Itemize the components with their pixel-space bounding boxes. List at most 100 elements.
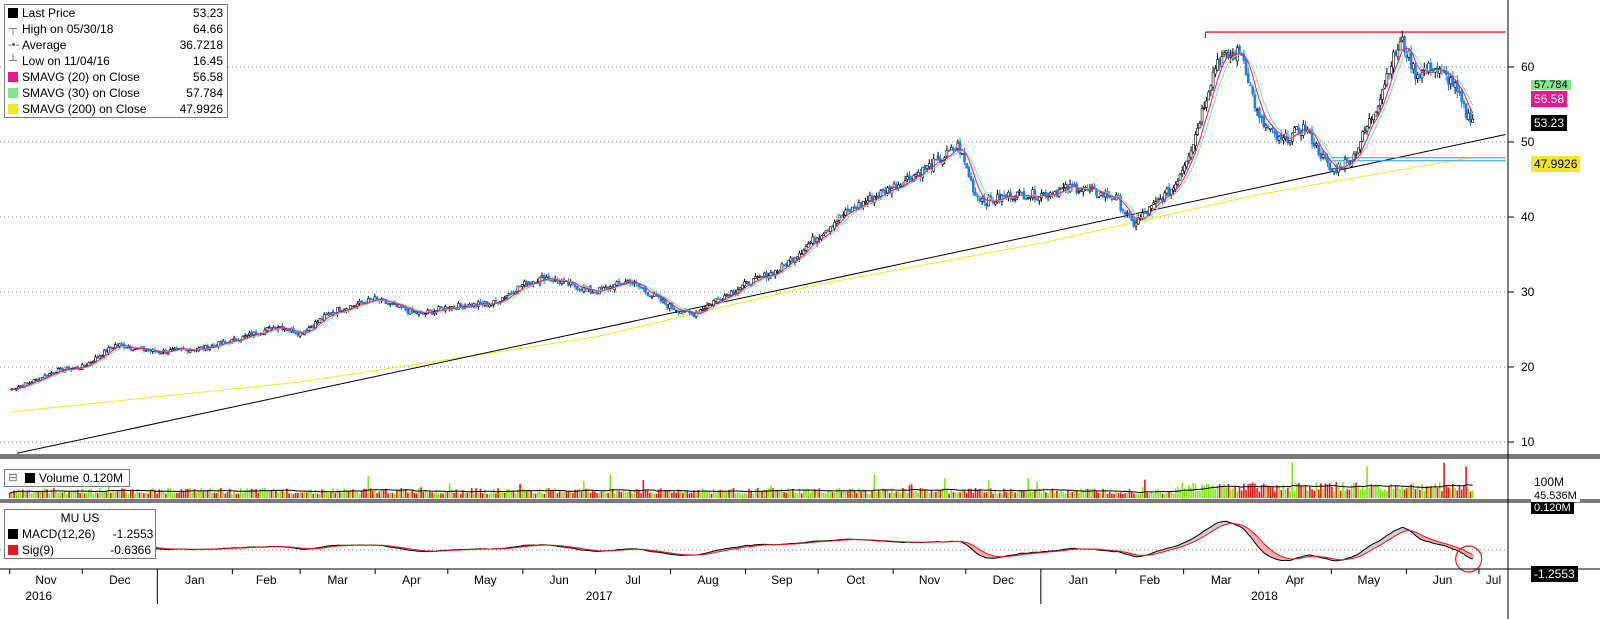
candle-body bbox=[875, 196, 878, 198]
volume-bar bbox=[888, 492, 891, 498]
sma30-line bbox=[9, 50, 1474, 390]
candle-body bbox=[571, 282, 575, 285]
volume-bar bbox=[1302, 486, 1305, 498]
candle-body bbox=[956, 142, 960, 149]
candle-body bbox=[958, 141, 962, 155]
candle-body bbox=[523, 280, 526, 286]
candle-body bbox=[1132, 218, 1136, 227]
volume-bar bbox=[968, 488, 970, 498]
volume-bar bbox=[1148, 492, 1151, 498]
volume-bar bbox=[288, 493, 290, 498]
volume-bar bbox=[349, 490, 352, 498]
candle-body bbox=[173, 347, 176, 350]
candle-body bbox=[113, 344, 117, 349]
volume-bar bbox=[990, 488, 992, 498]
volume-bar bbox=[732, 488, 735, 498]
volume-bar bbox=[525, 491, 528, 498]
volume-bar bbox=[1333, 491, 1335, 498]
volume-bar bbox=[1020, 489, 1023, 498]
candle-body bbox=[1260, 115, 1263, 119]
volume-bar bbox=[1269, 487, 1272, 498]
volume-bar bbox=[319, 493, 321, 498]
candle-body bbox=[144, 349, 148, 352]
volume-bar bbox=[1364, 489, 1366, 498]
candle-body bbox=[743, 281, 746, 287]
volume-bar bbox=[620, 491, 623, 498]
x-month-label: Jul bbox=[1486, 573, 1501, 587]
volume-bar bbox=[1086, 488, 1089, 498]
volume-bar bbox=[567, 491, 570, 498]
price-legend: Last Price 53.23 ┬ High on 05/30/18 64.6… bbox=[4, 4, 228, 118]
candle-body bbox=[318, 318, 322, 323]
candle-body bbox=[309, 326, 313, 328]
volume-bar bbox=[330, 492, 332, 498]
candle-body bbox=[1359, 141, 1362, 150]
candle-body bbox=[593, 291, 597, 294]
volume-bar bbox=[70, 492, 73, 498]
volume-bar bbox=[204, 491, 207, 498]
candle-body bbox=[105, 349, 108, 353]
candle-body bbox=[949, 147, 953, 151]
volume-bar bbox=[1108, 491, 1111, 498]
volume-bar bbox=[976, 489, 979, 498]
legend-value: 36.7218 bbox=[179, 38, 223, 52]
legend-label: SMAVG (200) on Close bbox=[22, 102, 147, 116]
volume-bar bbox=[286, 488, 288, 498]
candle-body bbox=[329, 312, 333, 315]
volume-bar bbox=[723, 491, 726, 498]
volume-bar bbox=[1366, 466, 1368, 498]
volume-bar bbox=[244, 490, 246, 498]
volume-bar bbox=[521, 488, 524, 498]
x-month-label: Sep bbox=[771, 573, 793, 587]
volume-bar bbox=[514, 493, 517, 498]
candle-body bbox=[39, 377, 42, 381]
candle-body bbox=[111, 347, 115, 350]
volume-bar bbox=[1223, 484, 1225, 498]
candle-body bbox=[1345, 158, 1349, 160]
volume-bar bbox=[88, 489, 90, 498]
volume-bar bbox=[264, 488, 266, 498]
candle-body bbox=[595, 292, 599, 295]
volume-bar bbox=[347, 490, 350, 498]
candle-body bbox=[1013, 198, 1017, 201]
sma20-swatch bbox=[8, 72, 18, 82]
volume-bar bbox=[1452, 483, 1454, 498]
candle-body bbox=[1374, 111, 1378, 117]
volume-bar bbox=[162, 492, 165, 498]
candle-body bbox=[428, 309, 432, 311]
volume-bar bbox=[908, 485, 911, 498]
candle-body bbox=[725, 294, 729, 296]
volume-bar bbox=[607, 492, 609, 498]
x-year-label: 2017 bbox=[586, 589, 613, 603]
legend-last-price: Last Price 53.23 bbox=[5, 5, 227, 21]
candle-body bbox=[1044, 191, 1048, 198]
volume-bar bbox=[657, 489, 660, 498]
volume-bar bbox=[1144, 479, 1146, 498]
candle-body bbox=[479, 301, 482, 305]
collapse-icon[interactable]: ⊟ bbox=[8, 472, 18, 484]
candle-body bbox=[756, 276, 759, 278]
volume-bar bbox=[893, 493, 895, 498]
candle-body bbox=[1361, 131, 1364, 142]
volume-bar bbox=[46, 489, 48, 498]
candle-body bbox=[1185, 160, 1188, 168]
candle-body bbox=[839, 215, 843, 217]
volume-bar bbox=[825, 493, 827, 498]
candle-body bbox=[1194, 134, 1197, 146]
volume-bar bbox=[499, 490, 502, 498]
candle-body bbox=[1394, 51, 1397, 56]
candle-body bbox=[307, 327, 311, 331]
volume-bar bbox=[895, 491, 898, 498]
volume-bar bbox=[708, 491, 711, 498]
volume-bar bbox=[1317, 489, 1320, 498]
volume-bar bbox=[323, 489, 326, 498]
candle-body bbox=[100, 355, 104, 358]
volume-bar bbox=[503, 492, 506, 498]
legend-sma20: SMAVG (20) on Close 56.58 bbox=[5, 69, 227, 85]
candle-body bbox=[160, 352, 163, 355]
candle-body bbox=[971, 180, 975, 193]
volume-bar bbox=[1469, 491, 1472, 498]
candle-body bbox=[1416, 74, 1419, 79]
x-month-label: Mar bbox=[327, 573, 348, 587]
volume-bar bbox=[1467, 489, 1470, 498]
